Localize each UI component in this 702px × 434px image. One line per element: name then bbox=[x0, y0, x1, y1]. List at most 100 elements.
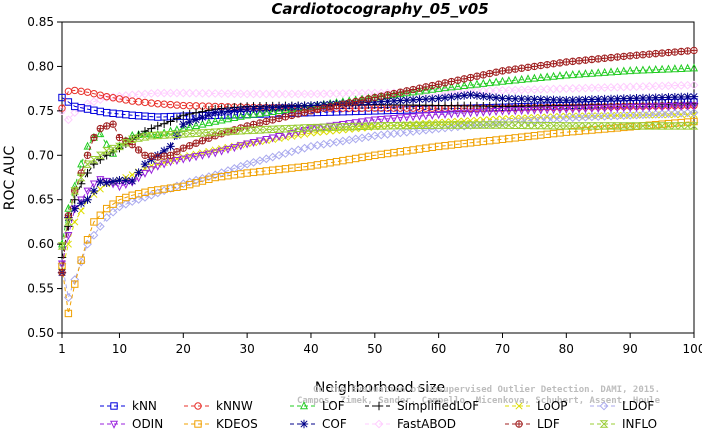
y-tick-label: 0.65 bbox=[27, 193, 54, 207]
data-point-odin bbox=[326, 122, 335, 131]
data-point-simplifiedlof bbox=[115, 143, 124, 153]
data-point-cof bbox=[115, 175, 124, 185]
data-point-ldf bbox=[505, 66, 513, 74]
x-tick-label: 10 bbox=[112, 342, 127, 356]
data-point-ldof bbox=[632, 110, 641, 120]
data-point-inflo bbox=[376, 122, 386, 130]
data-point-lof bbox=[255, 108, 264, 117]
data-point-cof bbox=[230, 106, 239, 115]
data-point-lof bbox=[683, 63, 692, 72]
data-point-inflo bbox=[478, 121, 488, 129]
data-point-fastabod bbox=[619, 82, 629, 92]
data-point-lof bbox=[249, 109, 258, 118]
data-point-ldf bbox=[683, 47, 692, 55]
data-point-inflo bbox=[338, 123, 348, 131]
data-point-fastabod bbox=[574, 83, 584, 93]
data-point-inflo bbox=[395, 121, 405, 130]
data-point-ldf bbox=[543, 60, 551, 69]
data-point-loop bbox=[96, 185, 104, 193]
data-point-ldof bbox=[657, 109, 667, 119]
x-tick-label: 60 bbox=[431, 342, 446, 356]
data-point-ldof bbox=[268, 152, 278, 162]
data-point-ldof bbox=[600, 111, 610, 121]
data-point-lof bbox=[402, 88, 411, 97]
data-point-odin bbox=[645, 103, 654, 112]
data-point-inflo bbox=[542, 121, 552, 130]
data-point-fastabod bbox=[223, 89, 233, 99]
data-point-inflo bbox=[606, 122, 616, 130]
x-tick-label: 80 bbox=[559, 342, 574, 356]
data-point-fastabod bbox=[644, 81, 654, 91]
watermark-line-2: On the Evaluation of Unsupervised Outlie… bbox=[313, 384, 660, 395]
data-point-inflo bbox=[185, 129, 195, 138]
data-point-inflo bbox=[600, 122, 610, 130]
data-point-cof bbox=[383, 97, 392, 106]
data-point-odin bbox=[530, 106, 539, 115]
data-point-fastabod bbox=[255, 89, 265, 99]
data-point-lof bbox=[453, 81, 462, 90]
data-point-cof bbox=[485, 92, 494, 102]
legend-item-simplifiedlof: SimplifiedLOF bbox=[365, 399, 479, 413]
data-point-cof bbox=[396, 96, 405, 105]
data-point-simplifiedlof bbox=[159, 119, 169, 128]
data-point-ldof bbox=[223, 166, 233, 175]
data-point-lof bbox=[275, 106, 284, 115]
data-point-ldf bbox=[658, 49, 666, 57]
series-kdeos bbox=[58, 117, 698, 318]
data-point-fastabod bbox=[83, 99, 92, 109]
data-point-fastabod bbox=[625, 82, 635, 92]
data-point-odin bbox=[115, 183, 124, 192]
data-point-ldf bbox=[422, 83, 430, 91]
data-point-inflo bbox=[529, 121, 539, 130]
data-point-simplifiedlof bbox=[89, 159, 99, 169]
data-point-inflo bbox=[249, 126, 258, 134]
data-point-odin bbox=[198, 151, 207, 160]
data-point-inflo bbox=[364, 122, 373, 130]
data-point-ldf bbox=[594, 55, 602, 63]
data-point-ldf bbox=[115, 133, 124, 142]
data-point-fastabod bbox=[676, 81, 686, 90]
data-point-ldf bbox=[409, 85, 417, 94]
data-point-odin bbox=[140, 169, 149, 178]
data-point-ldof bbox=[172, 181, 182, 191]
data-point-cof bbox=[287, 102, 297, 111]
data-point-inflo bbox=[581, 122, 590, 130]
data-point-ldf bbox=[173, 148, 181, 156]
data-point-cof bbox=[689, 92, 699, 101]
data-point-ldf bbox=[479, 71, 488, 79]
data-point-inflo bbox=[134, 134, 144, 142]
data-point-ldf bbox=[141, 151, 149, 159]
data-point-inflo bbox=[261, 125, 271, 134]
data-point-odin bbox=[236, 142, 245, 151]
x-tick-label: 50 bbox=[367, 342, 382, 356]
data-point-cof bbox=[606, 94, 616, 104]
data-point-lof bbox=[243, 110, 252, 119]
data-point-ldf bbox=[109, 120, 117, 128]
data-point-ldf bbox=[588, 55, 596, 64]
data-point-ldof bbox=[134, 195, 144, 204]
data-point-ldf bbox=[281, 113, 290, 121]
data-point-cof bbox=[140, 159, 150, 169]
data-point-ldof bbox=[376, 130, 386, 140]
data-point-lof bbox=[651, 64, 660, 74]
data-point-ldf bbox=[524, 63, 532, 72]
data-point-fastabod bbox=[536, 84, 546, 94]
data-point-inflo bbox=[210, 128, 220, 136]
data-point-inflo bbox=[191, 129, 201, 137]
data-point-inflo bbox=[440, 121, 450, 129]
legend-marker-odin bbox=[109, 420, 119, 429]
data-point-fastabod bbox=[300, 89, 309, 99]
data-point-ldof bbox=[664, 109, 673, 119]
data-point-ldf bbox=[268, 116, 277, 124]
data-point-odin bbox=[192, 153, 201, 162]
data-point-cof bbox=[664, 93, 673, 102]
data-point-odin bbox=[562, 105, 571, 114]
legend-item-ldof: LDOF bbox=[590, 399, 654, 413]
data-point-ldf bbox=[307, 107, 315, 115]
data-point-ldof bbox=[542, 114, 552, 124]
data-point-inflo bbox=[651, 122, 661, 130]
data-point-inflo bbox=[421, 121, 431, 129]
data-point-odin bbox=[389, 114, 398, 123]
data-point-odin bbox=[664, 103, 673, 112]
data-point-lof bbox=[217, 115, 226, 124]
